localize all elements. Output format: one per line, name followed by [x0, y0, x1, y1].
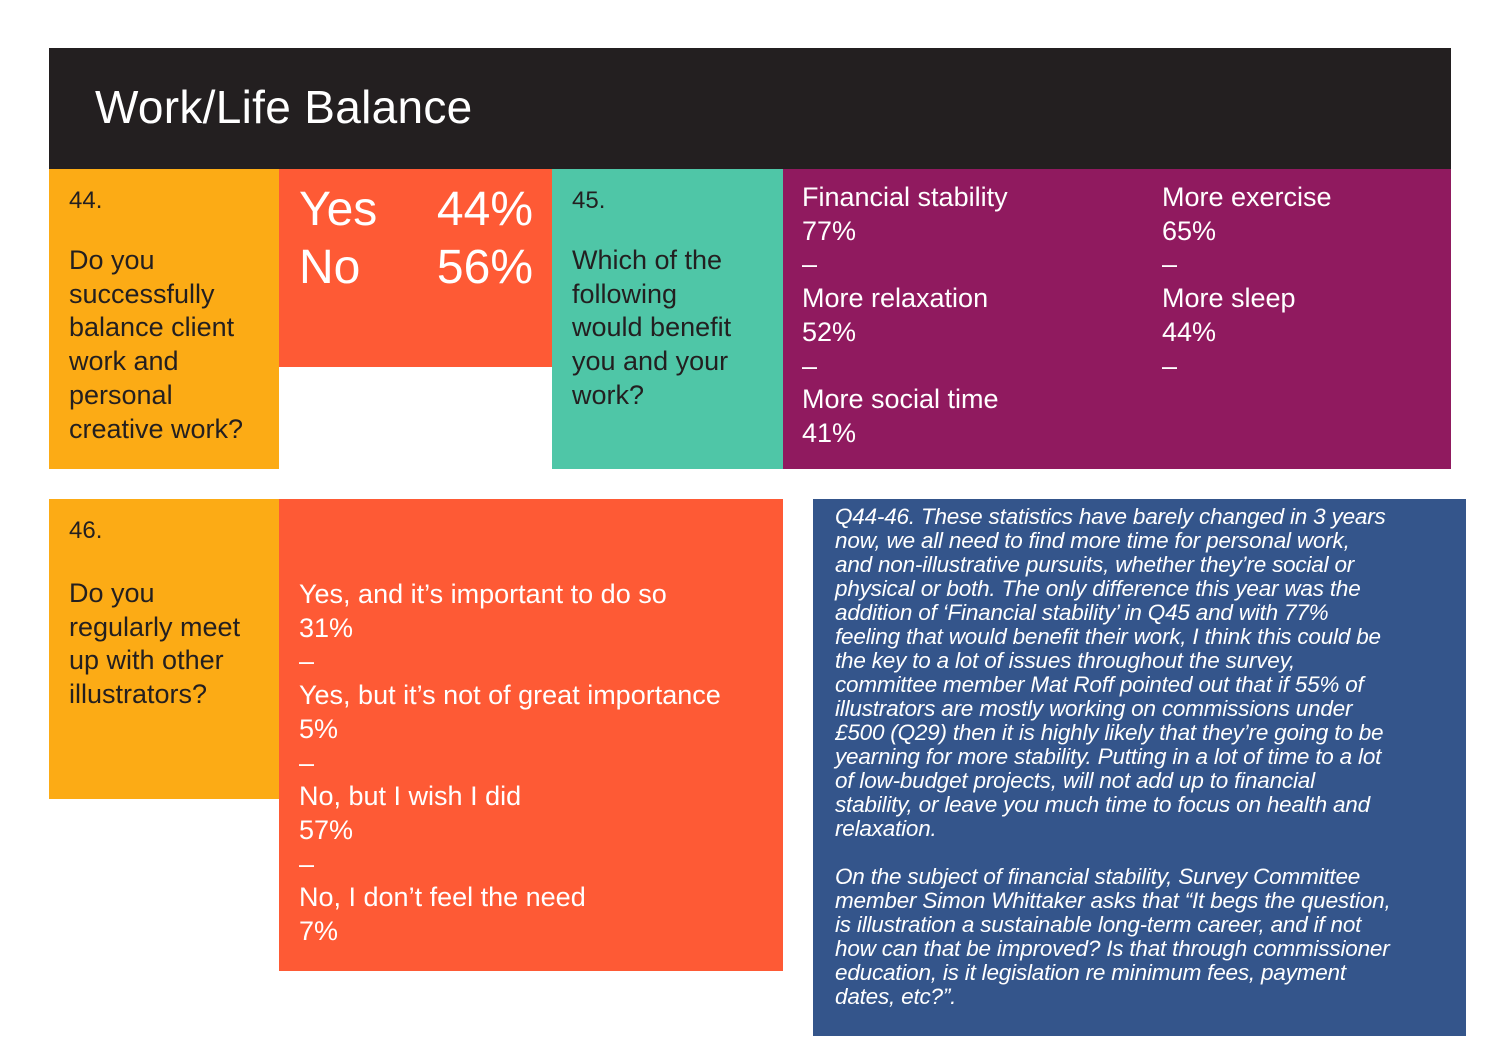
q44-answer-panel: Yes 44% No 56%	[279, 169, 552, 367]
q46-option-label: Yes, but it’s not of great importance	[299, 680, 721, 711]
q45-option-value: 44%	[1162, 316, 1217, 347]
commentary-paragraph-1: Q44-46. These statistics have barely cha…	[835, 505, 1447, 841]
q44-question-line: creative work?	[69, 413, 244, 444]
q46-question-line: up with other	[69, 645, 224, 676]
q45-options-column-2: More exercise 65% – More sleep 44% –	[1162, 181, 1332, 383]
q45-option-label: More relaxation	[802, 283, 989, 314]
q44-yes-value: 44%	[436, 183, 533, 236]
q45-question: Which of the following would benefit you…	[572, 244, 731, 413]
commentary-line: addition of ‘Financial stability’ in Q45…	[835, 600, 1329, 625]
commentary-line: On the subject of financial stability, S…	[835, 864, 1361, 889]
q46-separator: –	[299, 747, 315, 778]
q44-number: 44.	[69, 187, 103, 214]
q44-question: Do you successfully balance client work …	[69, 244, 243, 446]
commentary-line: now, we all need to find more time for p…	[835, 528, 1350, 553]
q45-option-value: 52%	[802, 316, 857, 347]
commentary-line: is illustration a sustainable long-term …	[835, 912, 1362, 937]
q46-option-label: No, I don’t feel the need	[299, 882, 586, 913]
q44-question-line: balance client	[69, 312, 235, 343]
commentary-line: Q44-46. These statistics have barely cha…	[835, 504, 1386, 529]
q46-separator: –	[299, 848, 315, 879]
commentary-line: illustrators are mostly working on commi…	[835, 696, 1353, 721]
commentary-line: dates, etc?”.	[835, 984, 957, 1009]
commentary-line: and non-illustrative pursuits, whether t…	[835, 552, 1355, 577]
q45-separator: –	[1162, 350, 1178, 381]
q45-question-line: following	[572, 278, 678, 309]
q46-question-panel: 46. Do you regularly meet up with other …	[49, 499, 279, 799]
q46-option-label: No, but I wish I did	[299, 781, 522, 812]
q46-separator: –	[299, 646, 315, 677]
q46-options: Yes, and it’s important to do so 31% – Y…	[299, 578, 721, 949]
q44-question-line: personal	[69, 379, 173, 410]
q45-question-line: you and your	[572, 346, 729, 377]
header-bar: Work/Life Balance	[49, 48, 1451, 169]
q44-question-line: Do you	[69, 245, 155, 275]
commentary-line: feeling that would benefit their work, I…	[835, 624, 1381, 649]
q45-question-panel: 45. Which of the following would benefit…	[552, 169, 783, 469]
q46-question-line: illustrators?	[69, 679, 208, 710]
commentary-panel: Q44-46. These statistics have barely cha…	[813, 499, 1466, 1036]
commentary-line: £500 (Q29) then it is highly likely that…	[835, 720, 1384, 745]
commentary-line: physical or both. The only difference th…	[835, 576, 1361, 601]
q46-answer-panel: Yes, and it’s important to do so 31% – Y…	[279, 499, 783, 971]
q45-question-line: Which of the	[572, 245, 723, 275]
q45-option-label: More exercise	[1162, 182, 1332, 212]
commentary-line: education, is it legislation re minimum …	[835, 960, 1346, 985]
commentary-paragraph-2: On the subject of financial stability, S…	[835, 865, 1447, 1009]
q46-number: 46.	[69, 517, 103, 544]
page-title: Work/Life Balance	[95, 81, 473, 133]
q45-option-label: Financial stability	[802, 182, 1008, 212]
q45-option-label: More sleep	[1162, 283, 1296, 314]
q45-option-value: 65%	[1162, 215, 1217, 246]
q45-question-line: would benefit	[572, 312, 732, 343]
commentary-line: relaxation.	[835, 816, 937, 841]
q46-question-line: regularly meet	[69, 611, 241, 642]
q44-no-value: 56%	[436, 241, 533, 294]
q46-option-value: 7%	[299, 916, 339, 947]
commentary-line: stability, or leave you much time to foc…	[835, 792, 1370, 817]
q46-option-label: Yes, and it’s important to do so	[299, 579, 667, 609]
q45-question-line: work?	[572, 379, 645, 410]
q46-option-value: 31%	[299, 612, 354, 643]
commentary-text: Q44-46. These statistics have barely cha…	[835, 505, 1447, 1033]
q45-option-value: 41%	[802, 417, 857, 448]
q45-separator: –	[1162, 249, 1178, 280]
q45-option-label: More social time	[802, 384, 999, 415]
q44-no-label: No	[299, 241, 361, 294]
q46-question-line: Do you	[69, 578, 155, 608]
commentary-line: how can that be improved? Is that throug…	[835, 936, 1390, 961]
q45-separator: –	[802, 249, 818, 280]
commentary-line: the key to a lot of issues throughout th…	[835, 648, 1296, 673]
commentary-line: committee member Mat Roff pointed out th…	[835, 672, 1364, 697]
q45-options-column-1: Financial stability 77% – More relaxatio…	[802, 181, 1008, 451]
q44-yes-label: Yes	[299, 183, 378, 236]
q44-question-line: work and	[69, 346, 179, 377]
q44-question-line: successfully	[69, 278, 215, 309]
q45-number: 45.	[572, 187, 606, 214]
commentary-line: of low-budget projects, will not add up …	[835, 768, 1315, 793]
q45-option-value: 77%	[802, 215, 857, 246]
commentary-line: member Simon Whittaker asks that “It beg…	[835, 888, 1391, 913]
q46-option-value: 57%	[299, 814, 354, 845]
q46-question: Do you regularly meet up with other illu…	[69, 577, 240, 712]
q46-option-value: 5%	[299, 713, 339, 744]
q44-question-panel: 44. Do you successfully balance client w…	[49, 169, 279, 469]
commentary-line: yearning for more stability. Putting in …	[835, 744, 1382, 769]
q45-answer-panel: Financial stability 77% – More relaxatio…	[783, 169, 1451, 469]
q45-separator: –	[802, 350, 818, 381]
